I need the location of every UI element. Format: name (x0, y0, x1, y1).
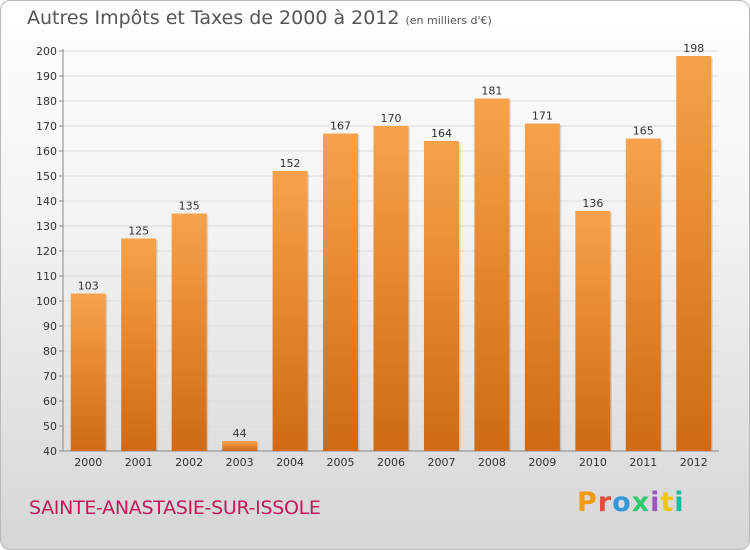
value-label: 198 (683, 42, 704, 55)
bar-2008 (474, 98, 510, 451)
value-label: 164 (431, 127, 452, 140)
y-tick-label: 60 (43, 395, 57, 408)
proxiti-logo[interactable]: Proxiti (577, 487, 685, 518)
y-tick-label: 180 (36, 95, 57, 108)
y-tick-label: 90 (43, 320, 57, 333)
y-tick-label: 170 (36, 120, 57, 133)
x-tick-label: 2006 (377, 456, 405, 469)
bar-2012 (676, 56, 712, 451)
value-label: 165 (633, 125, 654, 138)
x-tick-label: 2007 (427, 456, 455, 469)
unit-label: (en milliers d'€) (405, 14, 492, 27)
bar-2003 (222, 441, 258, 451)
y-tick-label: 80 (43, 345, 57, 358)
labels: 40 50 60 70 80 90 100 110 120 130 140 150 160 170 180 1… (36, 42, 708, 469)
y-tick-label: 190 (36, 70, 57, 83)
y-tick-label: 160 (36, 145, 57, 158)
y-tick-label: 150 (36, 170, 57, 183)
town-name: SAINTE-ANASTASIE-SUR-ISSOLE (29, 497, 321, 519)
x-tick-label: 2010 (579, 456, 607, 469)
value-label: 170 (381, 112, 402, 125)
x-tick-label: 2005 (327, 456, 355, 469)
value-label: 103 (78, 280, 99, 293)
logo-letter: x (631, 487, 651, 518)
bar-2009 (524, 123, 560, 451)
y-tick-label: 130 (36, 220, 57, 233)
value-label: 167 (330, 120, 351, 133)
value-label: 171 (532, 110, 553, 123)
logo-letter: t (660, 487, 675, 518)
logo-letter: r (597, 487, 613, 518)
x-tick-label: 2009 (528, 456, 556, 469)
bar-2011 (625, 138, 661, 451)
x-tick-label: 2002 (175, 456, 203, 469)
value-label: 135 (179, 200, 200, 213)
x-tick-label: 2001 (125, 456, 153, 469)
bar-2005 (323, 133, 359, 451)
title-text: Autres Impôts et Taxes de 2000 à 2012 (27, 7, 400, 29)
y-tick-label: 200 (36, 45, 57, 58)
value-label: 181 (481, 85, 502, 98)
bars (70, 56, 713, 451)
value-label: 125 (128, 225, 149, 238)
x-tick-label: 2012 (680, 456, 708, 469)
bar-2004 (272, 171, 308, 451)
logo-letter: i (650, 487, 661, 518)
x-tick-label: 2004 (276, 456, 304, 469)
logo-letter: o (612, 487, 632, 518)
bar-2000 (70, 293, 106, 451)
x-tick-label: 2000 (74, 456, 102, 469)
bar-2002 (171, 213, 207, 451)
y-tick-label: 100 (36, 295, 57, 308)
bar-2006 (373, 126, 409, 451)
y-tick-label: 120 (36, 245, 57, 258)
chart-title: Autres Impôts et Taxes de 2000 à 2012 (en… (27, 7, 492, 29)
y-tick-label: 140 (36, 195, 57, 208)
value-label: 152 (280, 157, 301, 170)
bar-2001 (121, 238, 157, 451)
y-tick-label: 40 (43, 445, 57, 458)
y-tick-label: 110 (36, 270, 57, 283)
y-tick-label: 70 (43, 370, 57, 383)
x-tick-label: 2003 (226, 456, 254, 469)
logo-letter: P (577, 487, 598, 518)
x-tick-label: 2008 (478, 456, 506, 469)
logo-letter: i (674, 487, 685, 518)
x-tick-label: 2011 (629, 456, 657, 469)
value-label: 136 (582, 197, 603, 210)
value-label: 44 (233, 427, 247, 440)
bar-2010 (575, 211, 611, 451)
y-tick-label: 50 (43, 420, 57, 433)
bar-2007 (423, 141, 459, 451)
